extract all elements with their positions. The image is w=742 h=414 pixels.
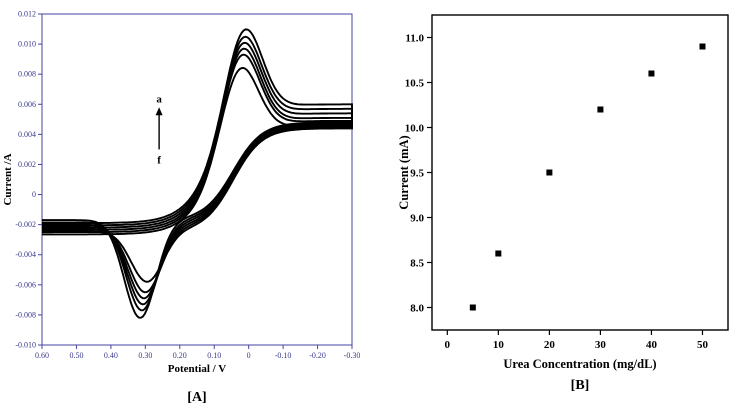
x-tick-label: 30: [595, 339, 607, 351]
y-tick-label: 9.0: [410, 213, 424, 225]
x-tick-label: -0.20: [309, 351, 326, 360]
plot-b-frame: [431, 14, 729, 331]
annotation-label-a: a: [156, 93, 162, 105]
x-tick-label: -0.10: [275, 351, 292, 360]
x-tick-label: 10: [493, 339, 505, 351]
data-point-marker: [597, 106, 604, 113]
x-tick-label: 0.10: [207, 351, 221, 360]
plot-b-y-axis: 8.0 8.5 9.0 9.5 10.0 10.5 11.0: [405, 33, 432, 315]
cv-curve-a: [42, 28, 353, 319]
panel-a: 0.60 0.50 0.40 0.30 0.20 0.10 0 -0.10 -0.20 -0.30…: [2, 10, 360, 376]
panel-b-caption: [B]: [570, 378, 590, 393]
y-tick-label: 0.008: [18, 70, 36, 79]
y-tick-label: 0.010: [18, 40, 36, 49]
x-tick-label: 0.30: [138, 351, 152, 360]
cv-curve-c: [42, 41, 353, 306]
x-tick-label: 40: [646, 339, 658, 351]
x-tick-label: 20: [544, 339, 556, 351]
y-tick-label: -0.004: [15, 250, 36, 259]
x-tick-label: 0.40: [104, 351, 118, 360]
data-point-marker: [546, 169, 553, 176]
plot-a-x-axis: 0.60 0.50 0.40 0.30 0.20 0.10 0 -0.10 -0.20 -0.30: [35, 345, 360, 360]
cv-curve-f: [42, 67, 353, 283]
y-tick-label: 9.5: [410, 168, 424, 180]
y-tick-label: 0.012: [18, 10, 36, 19]
data-point-marker: [648, 70, 655, 77]
plot-b-x-axis: 0 10 20 30 40 50: [445, 330, 709, 351]
data-point-marker: [699, 43, 706, 50]
data-point-marker: [495, 250, 502, 257]
y-tick-label: -0.010: [15, 341, 36, 350]
y-tick-label: -0.006: [15, 280, 36, 289]
y-tick-label: 10.0: [405, 123, 425, 135]
x-tick-label: 0: [247, 351, 251, 360]
plot-b-ylabel: Current (mA): [398, 135, 411, 209]
y-tick-label: 10.5: [405, 78, 425, 90]
annotation-label-f: f: [157, 154, 161, 166]
plot-a-ylabel: Current /A: [2, 153, 14, 205]
x-tick-label: 0.20: [173, 351, 187, 360]
y-tick-label: 8.5: [410, 258, 424, 270]
y-tick-label: -0.002: [15, 220, 36, 229]
cv-curve-d: [42, 47, 353, 300]
scatter-points: [469, 43, 706, 311]
plot-a-xlabel: Potential / V: [168, 363, 227, 375]
y-tick-label: 0.004: [18, 130, 36, 139]
scan-order-annotation: af: [155, 93, 163, 166]
y-tick-label: -0.008: [15, 310, 36, 319]
data-point-marker: [469, 304, 476, 311]
x-tick-label: -0.30: [344, 351, 361, 360]
y-tick-label: 8.0: [410, 303, 424, 315]
y-tick-label: 0: [32, 190, 36, 199]
plot-a-y-axis: 0.012 0.010 0.008 0.006 0.004 0.002 0 -0.002 -0.…: [15, 10, 42, 350]
x-tick-label: 0.60: [35, 351, 49, 360]
panel-b: 0 10 20 30 40 50 8.0 8.5 9.0 9.5 10.0 10.5 11.0 Urea …: [398, 0, 742, 414]
plot-a-frame: [41, 13, 353, 346]
x-tick-label: 50: [697, 339, 709, 351]
panel-a-caption: [A]: [187, 390, 207, 405]
x-tick-label: 0.50: [69, 351, 83, 360]
arrow-head-icon: [155, 107, 163, 116]
scatter-plot: 0 10 20 30 40 50 8.0 8.5 9.0 9.5 10.0 10.5 11.0 Urea …: [398, 14, 729, 371]
x-tick-label: 0: [445, 339, 451, 351]
cv-curve-b: [42, 35, 353, 312]
y-tick-label: 0.006: [18, 100, 36, 109]
y-tick-label: 0.002: [18, 160, 36, 169]
cv-plot: 0.60 0.50 0.40 0.30 0.20 0.10 0 -0.10 -0.20 -0.30…: [2, 10, 360, 376]
y-tick-label: 11.0: [405, 33, 424, 45]
plot-b-xlabel: Urea Concentration (mg/dL): [503, 357, 656, 371]
cv-curve-e: [42, 53, 353, 294]
